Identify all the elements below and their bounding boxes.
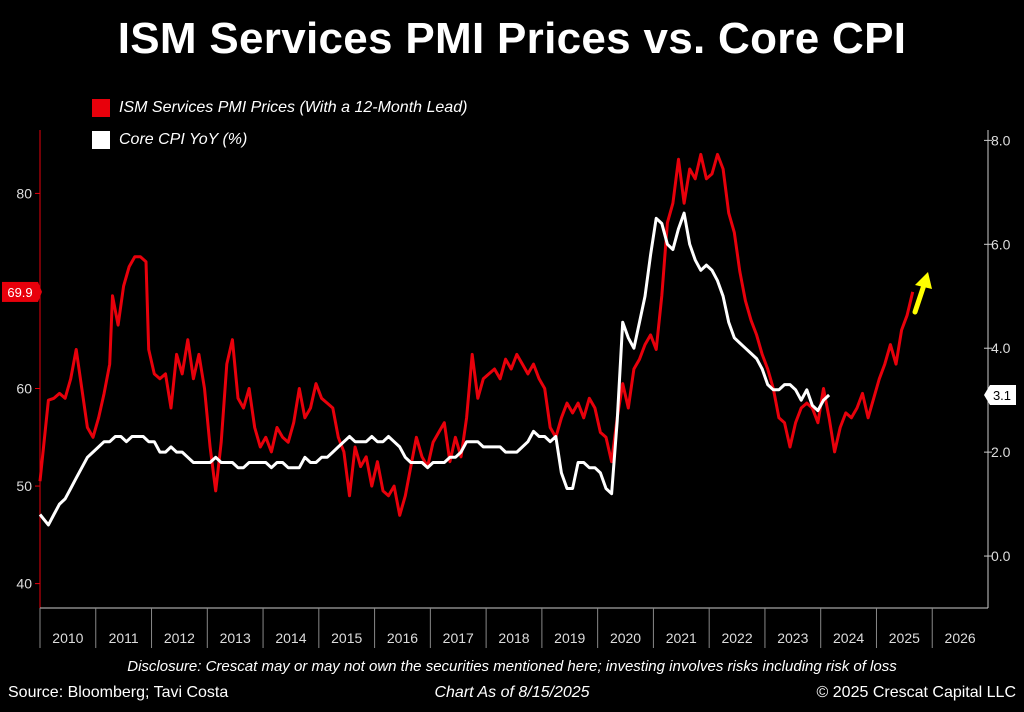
- right-axis-tick-label: 6.0: [991, 236, 1011, 252]
- legend-swatch-cpi: [92, 131, 110, 149]
- x-axis-tick-label: 2016: [387, 630, 418, 646]
- left-current-value-box: [2, 281, 38, 302]
- ism-prices-line: [38, 152, 915, 517]
- x-axis-tick-label: 2017: [443, 630, 474, 646]
- as-of-text: Chart As of 8/15/2025: [434, 684, 590, 701]
- chart-axes: 40 50 60 80 0.0 2.0 4.0 6.0 8.0 2010 2011 2012 2013 2…: [16, 130, 1011, 648]
- legend-swatch-ism: [92, 99, 110, 117]
- right-axis-tick-label: 8.0: [991, 132, 1011, 148]
- legend: ISM Services PMI Prices (With a 12-Month…: [92, 92, 467, 156]
- x-axis-tick-label: 2020: [610, 630, 641, 646]
- left-current-value-pointer: [38, 281, 42, 302]
- chart-title: ISM Services PMI Prices vs. Core CPI: [117, 14, 907, 63]
- x-axis-tick-label: 2023: [777, 630, 808, 646]
- x-axis-tick-label: 2010: [52, 630, 83, 646]
- x-axis-tick-label: 2011: [109, 630, 139, 646]
- x-axis-tick-label: 2021: [666, 630, 697, 646]
- legend-label-ism: ISM Services PMI Prices (With a 12-Month…: [119, 99, 468, 116]
- up-arrow-icon: [912, 272, 932, 315]
- x-axis-tick-label: 2019: [554, 630, 585, 646]
- core-cpi-line: [38, 211, 831, 527]
- x-axis-tick-label: 2015: [331, 630, 362, 646]
- x-axis-tick-label: 2026: [945, 630, 976, 646]
- x-axis-tick-label: 2012: [164, 630, 195, 646]
- left-axis-tick-label: 60: [16, 381, 32, 397]
- x-axis-tick-label: 2014: [275, 630, 306, 646]
- legend-item-ism: ISM Services PMI Prices (With a 12-Month…: [92, 92, 467, 124]
- right-current-value-label: 3.1: [993, 388, 1011, 403]
- left-axis-tick-label: 80: [16, 185, 32, 201]
- x-axis-tick-label: 2018: [498, 630, 529, 646]
- x-axis-tick-label: 2024: [833, 630, 864, 646]
- x-axis-tick-label: 2025: [889, 630, 920, 646]
- right-axis-tick-label: 2.0: [991, 444, 1011, 460]
- x-axis-tick-label: 2022: [721, 630, 752, 646]
- right-axis-tick-label: 4.0: [991, 340, 1011, 356]
- chart-series: [38, 152, 915, 527]
- source-text: Source: Bloomberg; Tavi Costa: [8, 684, 229, 701]
- left-current-value-label: 69.9: [7, 285, 32, 300]
- right-axis-tick-label: 0.0: [991, 548, 1011, 564]
- copyright-text: © 2025 Crescat Capital LLC: [816, 684, 1016, 701]
- left-axis-tick-label: 40: [16, 576, 32, 592]
- legend-label-cpi: Core CPI YoY (%): [119, 131, 248, 148]
- right-current-value-box: [984, 384, 1016, 405]
- legend-item-cpi: Core CPI YoY (%): [92, 124, 467, 156]
- left-axis-tick-label: 50: [16, 478, 32, 494]
- chart-value-labels: 69.9 3.1: [2, 281, 1016, 405]
- disclosure-text: Disclosure: Crescat may or may not own t…: [127, 658, 897, 675]
- x-axis-tick-label: 2013: [220, 630, 251, 646]
